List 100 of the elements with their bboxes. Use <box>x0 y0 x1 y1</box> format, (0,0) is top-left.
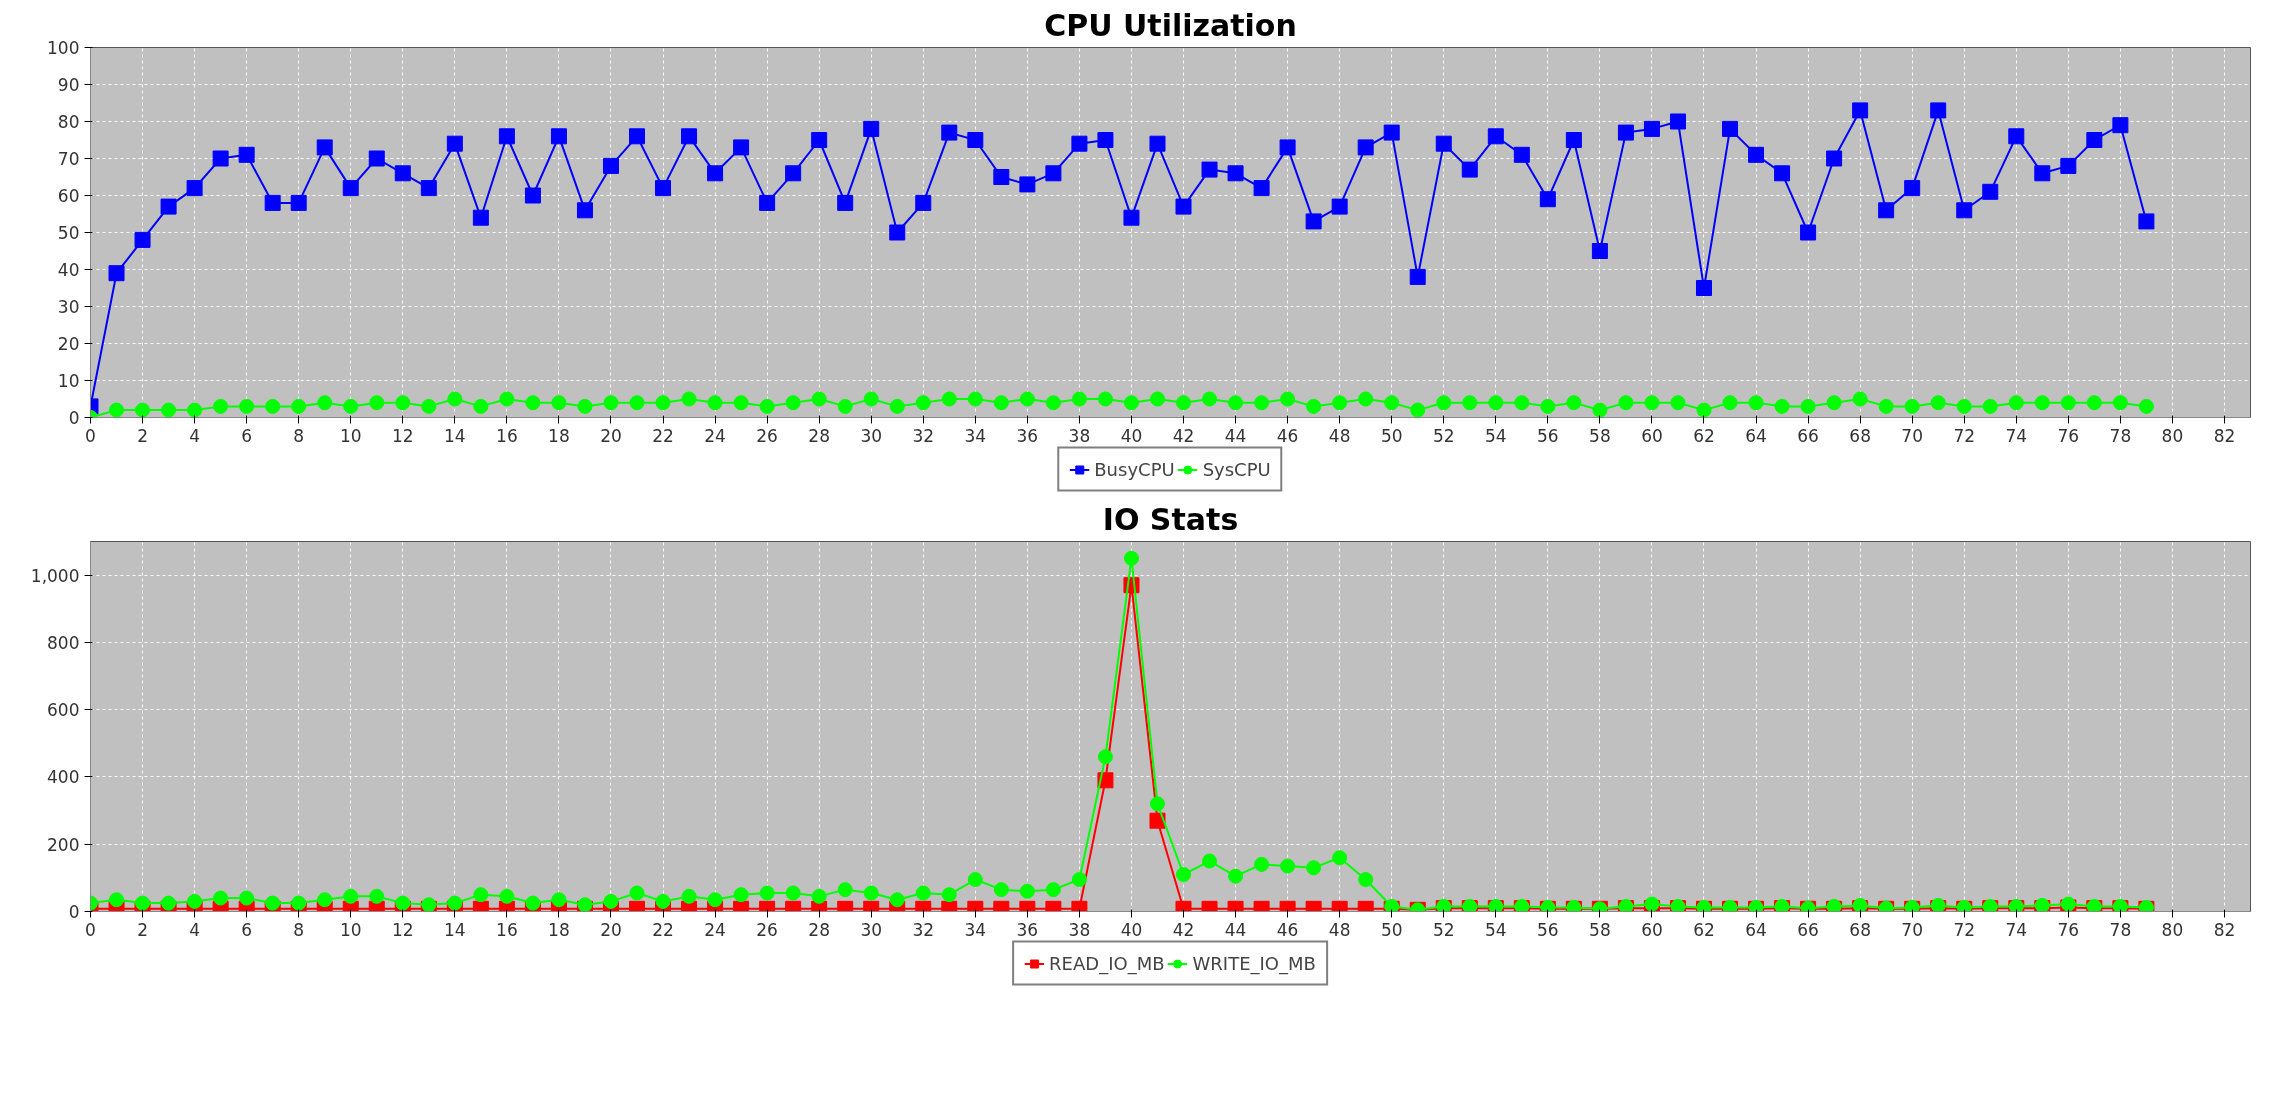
x-tick-label: 74 <box>2005 425 2028 446</box>
x-tick-label: 6 <box>241 425 253 446</box>
y-tick-label: 400 <box>47 767 80 788</box>
x-tick-label: 62 <box>1693 425 1715 446</box>
x-tick-label: 38 <box>1068 425 1091 446</box>
x-tick-label: 42 <box>1172 919 1195 940</box>
x-tick-label: 82 <box>2213 919 2236 940</box>
x-tick-label: 14 <box>444 919 466 940</box>
x-tick-label: 50 <box>1380 919 1403 940</box>
x-tick-label: 32 <box>912 425 935 446</box>
x-tick-label: 12 <box>391 425 414 446</box>
y-tick-label: 80 <box>57 112 80 132</box>
y-tick-label: 20 <box>57 334 80 354</box>
x-tick-label: 20 <box>600 919 622 940</box>
x-tick-label: 56 <box>1537 425 1559 446</box>
x-tick-label: 82 <box>2213 425 2236 446</box>
x-tick-label: 62 <box>1693 919 1715 940</box>
x-tick-label: 58 <box>1589 425 1611 446</box>
x-tick-label: 16 <box>496 425 518 446</box>
x-tick-label: 4 <box>189 919 201 940</box>
x-tick-label: 50 <box>1380 425 1403 446</box>
x-tick-label: 8 <box>293 425 305 446</box>
legend-label: READ_IO_MB <box>1049 952 1165 974</box>
x-tick-label: 68 <box>1849 425 1871 446</box>
x-tick-label: 20 <box>600 425 622 446</box>
y-tick-label: 40 <box>57 260 80 280</box>
x-tick-label: 6 <box>241 919 253 940</box>
x-tick-label: 78 <box>2109 919 2132 940</box>
x-tick-label: 44 <box>1224 425 1247 446</box>
x-tick-label: 40 <box>1120 425 1143 446</box>
x-tick-label: 2 <box>137 919 148 940</box>
x-tick-label: 30 <box>860 425 883 446</box>
y-tick-label: 600 <box>47 700 80 721</box>
x-tick-label: 24 <box>704 919 726 940</box>
x-tick-label: 80 <box>2161 919 2184 940</box>
x-tick-label: 10 <box>339 919 362 940</box>
x-tick-label: 0 <box>85 425 96 446</box>
x-tick-label: 28 <box>808 425 830 446</box>
x-tick-label: 60 <box>1641 425 1663 446</box>
x-tick-label: 22 <box>652 919 674 940</box>
x-tick-label: 58 <box>1589 919 1611 940</box>
x-tick-label: 34 <box>964 425 987 446</box>
x-tick-label: 44 <box>1224 919 1247 940</box>
x-tick-label: 52 <box>1432 919 1455 940</box>
x-tick-label: 48 <box>1328 919 1351 940</box>
x-tick-label: 68 <box>1849 919 1871 940</box>
x-tick-label: 42 <box>1172 425 1195 446</box>
legend-label: SysCPU <box>1202 458 1271 480</box>
y-tick-label: 100 <box>47 38 80 58</box>
x-tick-label: 52 <box>1432 425 1455 446</box>
chart-title: IO Stats <box>1102 501 1239 537</box>
x-tick-label: 48 <box>1328 425 1351 446</box>
y-tick-label: 800 <box>47 632 80 653</box>
y-tick-label: 1,000 <box>30 565 80 586</box>
y-tick-label: 70 <box>57 149 80 169</box>
x-tick-label: 2 <box>137 425 148 446</box>
chart-title: CPU Utilization <box>1044 7 1297 43</box>
y-tick-label: 60 <box>57 186 80 206</box>
y-tick-label: 50 <box>57 223 80 243</box>
x-tick-label: 36 <box>1016 425 1039 446</box>
x-tick-label: 66 <box>1797 425 1819 446</box>
x-tick-label: 74 <box>2005 919 2028 940</box>
x-tick-label: 26 <box>756 425 778 446</box>
x-tick-label: 10 <box>339 425 362 446</box>
x-tick-label: 26 <box>756 919 778 940</box>
y-tick-label: 0 <box>68 902 80 922</box>
y-tick-label: 90 <box>57 75 80 95</box>
x-tick-label: 72 <box>1953 425 1976 446</box>
y-tick-label: 0 <box>68 408 80 428</box>
x-tick-label: 24 <box>704 425 726 446</box>
x-tick-label: 46 <box>1276 425 1299 446</box>
x-tick-label: 54 <box>1484 425 1507 446</box>
x-tick-label: 8 <box>293 919 305 940</box>
x-tick-label: 4 <box>189 425 201 446</box>
x-tick-label: 16 <box>496 919 518 940</box>
x-tick-label: 32 <box>912 919 935 940</box>
x-tick-label: 34 <box>964 919 987 940</box>
x-tick-label: 80 <box>2161 425 2184 446</box>
x-tick-label: 72 <box>1953 919 1976 940</box>
x-tick-label: 40 <box>1120 919 1143 940</box>
x-tick-label: 30 <box>860 919 883 940</box>
legend-label: WRITE_IO_MB <box>1192 952 1316 974</box>
x-tick-label: 56 <box>1537 919 1559 940</box>
x-tick-label: 76 <box>2057 919 2080 940</box>
y-tick-label: 10 <box>57 371 80 391</box>
x-tick-label: 18 <box>548 425 570 446</box>
y-tick-label: 200 <box>47 834 80 855</box>
x-tick-label: 28 <box>808 919 830 940</box>
x-tick-label: 18 <box>548 919 570 940</box>
x-tick-label: 64 <box>1745 425 1767 446</box>
x-tick-label: 54 <box>1484 919 1507 940</box>
x-tick-label: 12 <box>391 919 414 940</box>
x-tick-label: 76 <box>2057 425 2080 446</box>
x-tick-label: 64 <box>1745 919 1767 940</box>
x-tick-label: 60 <box>1641 919 1663 940</box>
x-tick-label: 14 <box>444 425 466 446</box>
x-tick-label: 0 <box>85 919 96 940</box>
x-tick-label: 70 <box>1901 919 1924 940</box>
x-tick-label: 78 <box>2109 425 2132 446</box>
x-tick-label: 46 <box>1276 919 1299 940</box>
